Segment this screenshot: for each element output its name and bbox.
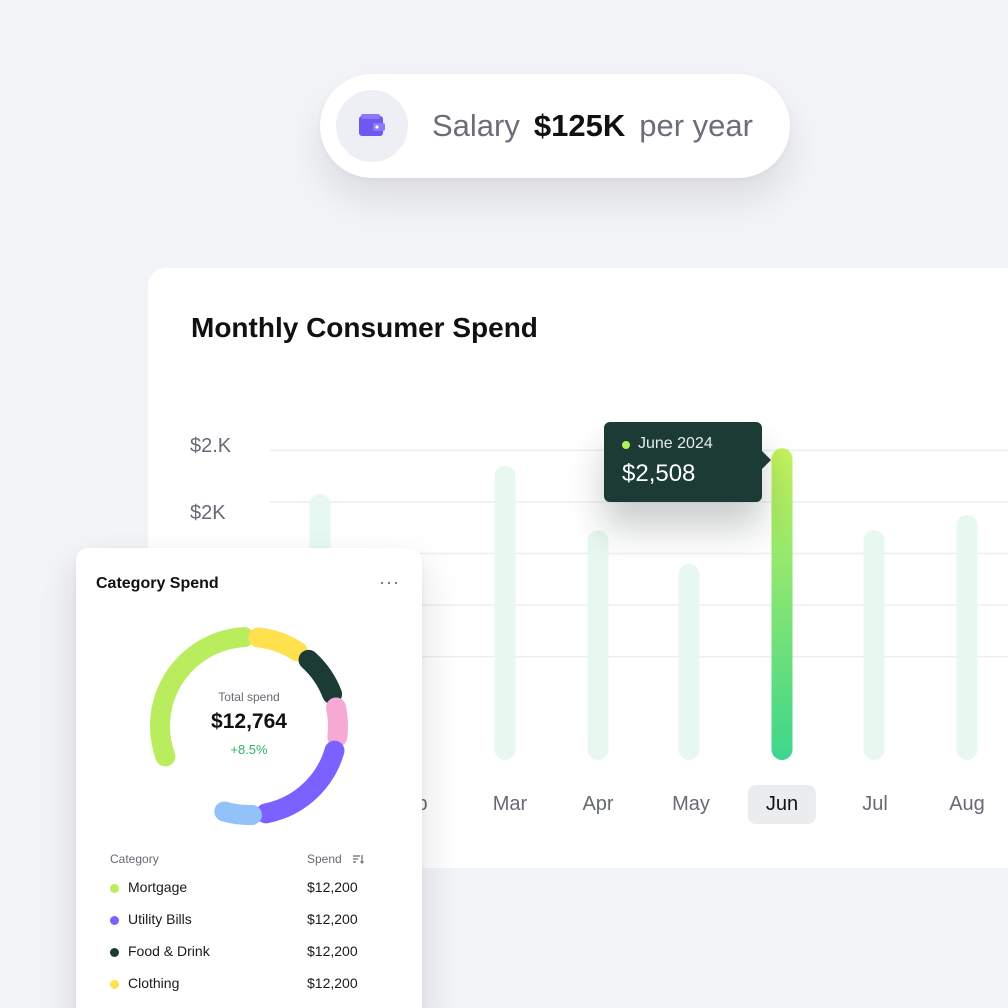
salary-pill: Salary $125K per year — [320, 74, 790, 178]
tooltip-value: $2,508 — [622, 460, 696, 487]
category-value: $12,200 — [307, 943, 358, 959]
category-name: Food & Drink — [128, 943, 210, 959]
bar-tooltip: June 2024 $2,508 — [604, 422, 771, 502]
category-donut-chart — [146, 623, 352, 829]
category-row[interactable]: Food & Drink $12,200 — [76, 937, 422, 969]
category-row[interactable]: Clothing $12,200 — [76, 969, 422, 1001]
salary-amount: $125K — [533, 108, 626, 143]
category-name: Mortgage — [128, 879, 188, 895]
month-label-jul[interactable]: Jul — [862, 793, 888, 815]
month-label-jun-selected[interactable]: Jun — [747, 785, 817, 824]
donut-segment[interactable] — [146, 623, 352, 829]
bar-jun[interactable] — [771, 448, 793, 760]
bar-may[interactable] — [678, 563, 700, 760]
category-value: $12,200 — [307, 975, 358, 991]
month-label-mar[interactable]: Mar — [492, 793, 528, 815]
legend-dot — [110, 948, 119, 957]
legend-dot — [110, 980, 119, 989]
month-label-feb[interactable]: b — [416, 793, 428, 815]
salary-label: Salary — [432, 108, 520, 143]
bar-mar[interactable] — [494, 465, 516, 760]
more-horizontal-icon[interactable]: ··· — [379, 572, 400, 592]
bar-jul[interactable] — [863, 530, 885, 760]
legend-dot — [110, 916, 119, 925]
salary-suffix: per year — [639, 108, 753, 143]
wallet-icon-badge — [336, 90, 408, 162]
month-label-may[interactable]: May — [672, 793, 710, 815]
category-value: $12,200 — [307, 879, 358, 895]
category-row[interactable]: Utility Bills $12,200 — [76, 905, 422, 937]
total-spend-value: $12,764 — [211, 710, 287, 733]
tooltip-date: June 2024 — [638, 435, 713, 452]
tooltip-dot — [622, 441, 630, 449]
sort-icon[interactable] — [352, 853, 364, 865]
total-spend-label: Total spend — [218, 690, 280, 704]
donut-segment[interactable] — [146, 623, 352, 829]
chart-title: Monthly Consumer Spend — [191, 312, 538, 343]
category-name: Clothing — [128, 975, 180, 991]
category-name: Utility Bills — [128, 911, 192, 927]
bar-aug[interactable] — [956, 514, 978, 760]
category-row[interactable]: Mortgage $12,200 — [76, 873, 422, 905]
category-value: $12,200 — [307, 911, 358, 927]
column-header-spend[interactable]: Spend — [307, 852, 342, 866]
donut-segment[interactable] — [146, 623, 352, 829]
salary-text: Salary $125K per year — [432, 74, 753, 178]
month-label-aug[interactable]: Aug — [949, 793, 985, 815]
wallet-icon — [359, 114, 385, 136]
y-tick-label: $2.K — [190, 435, 232, 457]
column-header-category[interactable]: Category — [110, 852, 159, 866]
total-spend-change: +8.5% — [230, 742, 268, 757]
legend-dot — [110, 884, 119, 893]
month-label-apr[interactable]: Apr — [582, 793, 614, 815]
bar-apr[interactable] — [587, 530, 609, 760]
y-tick-label: $2K — [190, 502, 226, 524]
category-card-title: Category Spend — [96, 575, 219, 592]
category-spend-card: Category Spend ··· Total spend $12,764 +… — [76, 548, 422, 1008]
